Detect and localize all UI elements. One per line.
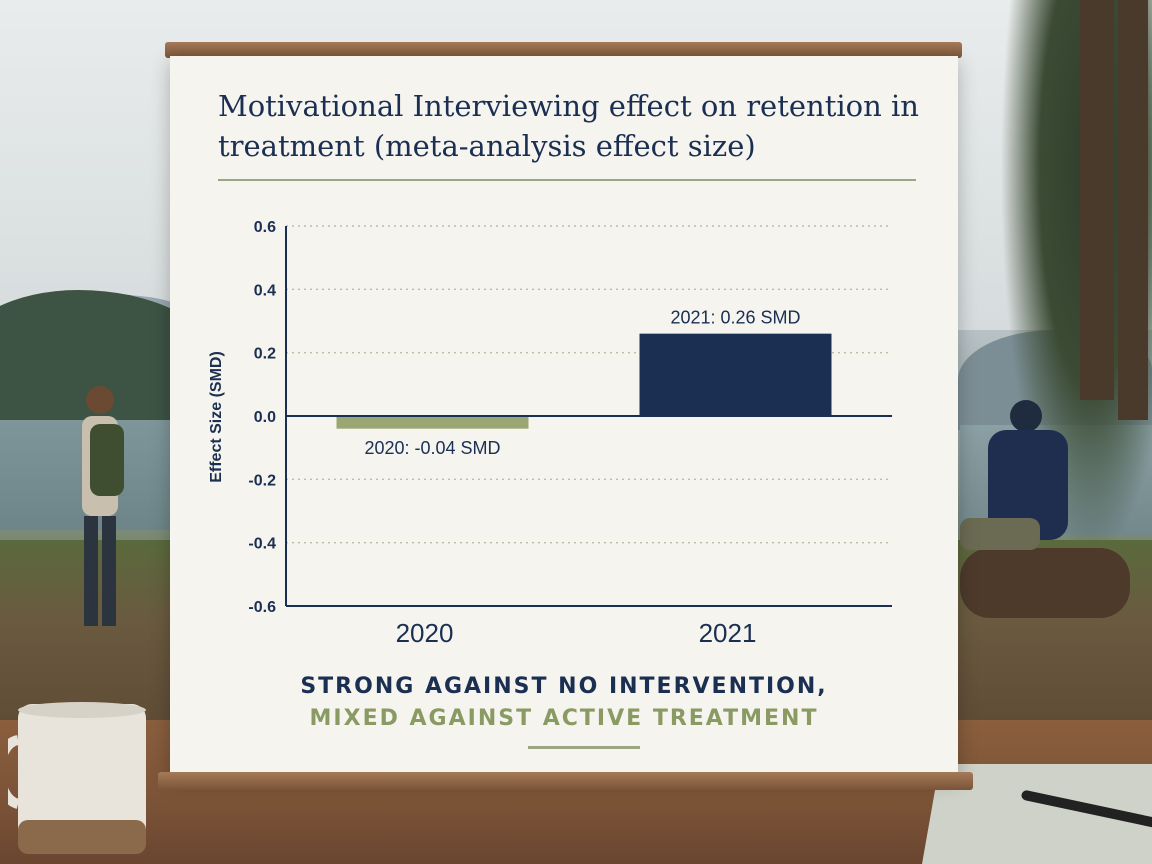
poster-rod-top bbox=[165, 42, 962, 58]
y-tick-label: -0.2 bbox=[248, 472, 276, 489]
poster-rod-bottom bbox=[158, 772, 973, 790]
y-tick-label: 0.0 bbox=[254, 409, 276, 426]
y-tick-label: -0.6 bbox=[248, 599, 276, 616]
y-tick-label: 0.4 bbox=[254, 282, 276, 299]
hiker-standing bbox=[82, 386, 124, 626]
y-tick-labels: 0.6 0.4 0.2 0.0 -0.2 -0.4 -0.6 bbox=[248, 219, 276, 616]
data-label: 2021: 0.26 SMD bbox=[670, 308, 800, 328]
caption-underline bbox=[528, 746, 640, 749]
bar-chart: 0.6 0.4 0.2 0.0 -0.2 -0.4 -0.6 2020 2021 2020: … bbox=[208, 219, 892, 648]
tree-trunk bbox=[1118, 0, 1148, 420]
title-divider bbox=[218, 179, 916, 181]
data-label: 2020: -0.04 SMD bbox=[364, 438, 500, 458]
caption-line-1: STRONG AGAINST NO INTERVENTION, bbox=[300, 674, 828, 699]
y-tick-label: 0.6 bbox=[254, 219, 276, 236]
poster-board: Motivational Interviewing effect on rete… bbox=[170, 56, 958, 776]
mug bbox=[8, 702, 146, 854]
y-tick-label: -0.4 bbox=[248, 536, 276, 553]
bar-2020 bbox=[336, 416, 529, 429]
person-sitting bbox=[960, 400, 1068, 550]
x-category-label: 2020 bbox=[396, 618, 454, 648]
category-labels: 2020 2021 bbox=[396, 618, 757, 648]
bar-2021 bbox=[639, 333, 832, 416]
x-category-label: 2021 bbox=[699, 618, 757, 648]
y-tick-label: 0.2 bbox=[254, 346, 276, 363]
tree-trunk bbox=[1080, 0, 1114, 400]
bars bbox=[336, 333, 832, 429]
log bbox=[960, 548, 1130, 618]
data-labels: 2020: -0.04 SMD 2021: 0.26 SMD bbox=[364, 308, 800, 458]
y-axis-label: Effect Size (SMD) bbox=[208, 351, 225, 483]
chart-title: Motivational Interviewing effect on rete… bbox=[218, 89, 919, 163]
caption-line-2: MIXED AGAINST ACTIVE TREATMENT bbox=[309, 706, 819, 731]
